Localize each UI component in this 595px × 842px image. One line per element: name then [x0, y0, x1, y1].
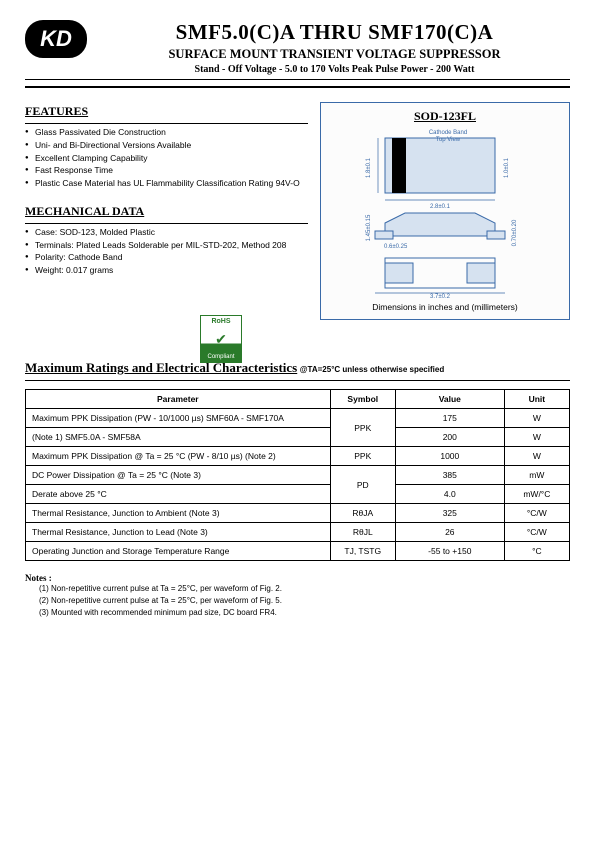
list-item: Fast Response Time: [25, 164, 308, 177]
features-heading: FEATURES: [25, 104, 308, 119]
table-row: Maximum PPK Dissipation @ Ta = 25 °C (PW…: [26, 447, 570, 466]
col-parameter: Parameter: [26, 390, 331, 409]
package-caption: Dimensions in inches and (millimeters): [327, 302, 563, 312]
list-item: Terminals: Plated Leads Solderable per M…: [25, 239, 308, 252]
divider: [25, 223, 308, 224]
col-symbol: Symbol: [330, 390, 395, 409]
divider: [25, 380, 570, 381]
note-item: (3) Mounted with recommended minimum pad…: [39, 607, 570, 619]
table-row: (Note 1) SMF5.0A - SMF58A 200 W: [26, 428, 570, 447]
right-column: SOD-123FL Cathode Band Top View 2.8±0.1 …: [320, 102, 570, 320]
cathode-label: Cathode Band: [429, 130, 467, 136]
svg-text:1.45±0.15: 1.45±0.15: [366, 214, 372, 241]
title-block: SMF5.0(C)A THRU SMF170(C)A SURFACE MOUNT…: [99, 20, 570, 75]
table-row: Thermal Resistance, Junction to Lead (No…: [26, 523, 570, 542]
divider-thick: [25, 86, 570, 88]
mechanical-list: Case: SOD-123, Molded Plastic Terminals:…: [25, 226, 308, 277]
svg-text:1.8±0.1: 1.8±0.1: [366, 157, 372, 178]
list-item: Uni- and Bi-Directional Versions Availab…: [25, 139, 308, 152]
divider: [25, 79, 570, 80]
mechanical-heading: MECHANICAL DATA: [25, 204, 308, 219]
leaf-icon: ✔: [203, 334, 239, 345]
svg-text:1.0±0.1: 1.0±0.1: [504, 157, 510, 178]
list-item: Case: SOD-123, Molded Plastic: [25, 226, 308, 239]
spec-line: Stand - Off Voltage - 5.0 to 170 Volts P…: [99, 64, 570, 75]
notes-list: (1) Non-repetitive current pulse at Ta =…: [25, 583, 570, 619]
features-list: Glass Passivated Die Construction Uni- a…: [25, 126, 308, 190]
ratings-table: Parameter Symbol Value Unit Maximum PPK …: [25, 389, 570, 561]
content-columns: FEATURES Glass Passivated Die Constructi…: [25, 102, 570, 320]
rohs-badge: RoHS ✔ Compliant: [200, 315, 242, 363]
notes-heading: Notes :: [25, 573, 570, 583]
rohs-text: RoHS: [203, 318, 239, 325]
table-row: Operating Junction and Storage Temperatu…: [26, 542, 570, 561]
list-item: Weight: 0.017 grams: [25, 264, 308, 277]
table-row: Maximum PPK Dissipation (PW - 10/1000 µs…: [26, 409, 570, 428]
left-column: FEATURES Glass Passivated Die Constructi…: [25, 102, 308, 320]
package-diagram: Cathode Band Top View 2.8±0.1 1.8±0.1 1.…: [330, 128, 560, 298]
svg-text:3.7±0.2: 3.7±0.2: [430, 294, 451, 298]
list-item: Polarity: Cathode Band: [25, 251, 308, 264]
subtitle: SURFACE MOUNT TRANSIENT VOLTAGE SUPPRESS…: [99, 47, 570, 62]
divider: [25, 123, 308, 124]
package-title: SOD-123FL: [327, 109, 563, 124]
rohs-compliant: Compliant: [203, 354, 239, 360]
table-row: Thermal Resistance, Junction to Ambient …: [26, 504, 570, 523]
svg-text:0.6±0.25: 0.6±0.25: [384, 244, 408, 250]
list-item: Plastic Case Material has UL Flammabilit…: [25, 177, 308, 190]
note-item: (1) Non-repetitive current pulse at Ta =…: [39, 583, 570, 595]
svg-text:2.8±0.1: 2.8±0.1: [430, 204, 451, 210]
package-diagram-box: SOD-123FL Cathode Band Top View 2.8±0.1 …: [320, 102, 570, 320]
brand-logo: KD: [25, 20, 87, 58]
svg-text:0.70±0.20: 0.70±0.20: [512, 219, 518, 246]
main-title: SMF5.0(C)A THRU SMF170(C)A: [99, 20, 570, 45]
col-value: Value: [395, 390, 504, 409]
list-item: Glass Passivated Die Construction: [25, 126, 308, 139]
note-item: (2) Non-repetitive current pulse at Ta =…: [39, 595, 570, 607]
ratings-condition: @TA=25°C unless otherwise specified: [300, 365, 444, 374]
header: KD SMF5.0(C)A THRU SMF170(C)A SURFACE MO…: [25, 20, 570, 75]
col-unit: Unit: [504, 390, 569, 409]
table-row: Derate above 25 °C 4.0 mW/°C: [26, 485, 570, 504]
table-row: DC Power Dissipation @ Ta = 25 °C (Note …: [26, 466, 570, 485]
table-header-row: Parameter Symbol Value Unit: [26, 390, 570, 409]
ratings-section: Maximum Ratings and Electrical Character…: [25, 360, 570, 619]
list-item: Excellent Clamping Capability: [25, 152, 308, 165]
topview-label: Top View: [436, 137, 461, 143]
ratings-title: Maximum Ratings and Electrical Character…: [25, 360, 297, 375]
